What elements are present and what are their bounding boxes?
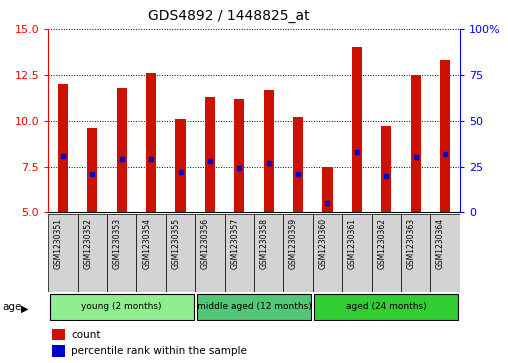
Bar bbox=[52, 329, 65, 340]
Bar bbox=[175, 119, 185, 212]
Bar bbox=[440, 60, 450, 212]
Text: GSM1230357: GSM1230357 bbox=[230, 218, 239, 269]
Bar bbox=[117, 88, 127, 212]
Text: GSM1230354: GSM1230354 bbox=[142, 218, 151, 269]
Text: GSM1230360: GSM1230360 bbox=[319, 218, 328, 269]
Bar bbox=[401, 214, 430, 292]
Bar bbox=[166, 214, 195, 292]
Bar bbox=[293, 117, 303, 212]
Bar bbox=[205, 97, 215, 212]
Bar bbox=[52, 345, 65, 357]
Bar bbox=[146, 73, 156, 212]
Bar bbox=[430, 214, 460, 292]
Bar bbox=[234, 99, 244, 212]
Bar bbox=[323, 167, 333, 212]
Bar bbox=[48, 214, 78, 292]
FancyBboxPatch shape bbox=[197, 294, 311, 320]
Bar bbox=[254, 214, 283, 292]
Bar bbox=[371, 214, 401, 292]
Bar bbox=[58, 84, 68, 212]
Bar bbox=[78, 214, 107, 292]
Text: GSM1230352: GSM1230352 bbox=[83, 218, 92, 269]
Text: GSM1230353: GSM1230353 bbox=[113, 218, 122, 269]
Bar bbox=[283, 214, 313, 292]
Bar bbox=[342, 214, 371, 292]
Bar bbox=[410, 75, 421, 212]
Text: GSM1230362: GSM1230362 bbox=[377, 218, 386, 269]
Text: GDS4892 / 1448825_at: GDS4892 / 1448825_at bbox=[148, 9, 309, 23]
Text: age: age bbox=[3, 302, 22, 312]
Text: GSM1230364: GSM1230364 bbox=[436, 218, 445, 269]
Text: GSM1230358: GSM1230358 bbox=[260, 218, 269, 269]
Bar bbox=[107, 214, 137, 292]
Bar bbox=[87, 128, 98, 212]
Bar bbox=[264, 90, 274, 212]
Text: count: count bbox=[71, 330, 101, 339]
FancyBboxPatch shape bbox=[50, 294, 194, 320]
Bar bbox=[352, 47, 362, 212]
FancyBboxPatch shape bbox=[314, 294, 458, 320]
Text: ▶: ▶ bbox=[21, 303, 29, 314]
Text: young (2 months): young (2 months) bbox=[81, 302, 162, 311]
Text: percentile rank within the sample: percentile rank within the sample bbox=[71, 346, 247, 356]
Bar bbox=[195, 214, 225, 292]
Text: middle aged (12 months): middle aged (12 months) bbox=[197, 302, 311, 311]
Bar bbox=[313, 214, 342, 292]
Text: GSM1230363: GSM1230363 bbox=[406, 218, 416, 269]
Text: GSM1230361: GSM1230361 bbox=[348, 218, 357, 269]
Bar bbox=[381, 126, 391, 212]
Text: GSM1230355: GSM1230355 bbox=[172, 218, 180, 269]
Text: GSM1230351: GSM1230351 bbox=[54, 218, 63, 269]
Text: aged (24 months): aged (24 months) bbox=[346, 302, 427, 311]
Bar bbox=[225, 214, 254, 292]
Text: GSM1230359: GSM1230359 bbox=[289, 218, 298, 269]
Bar bbox=[137, 214, 166, 292]
Text: GSM1230356: GSM1230356 bbox=[201, 218, 210, 269]
